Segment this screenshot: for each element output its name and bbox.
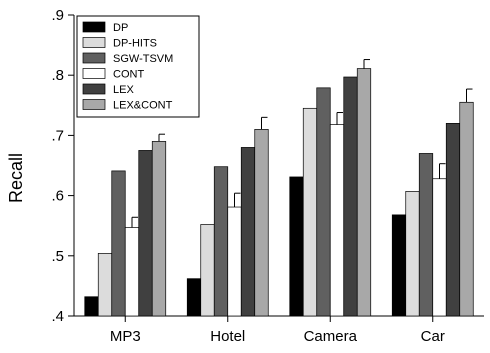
bar-cont-mp3	[124, 227, 140, 317]
y-tick-label: .4	[51, 308, 64, 325]
y-tick-label: .6	[51, 188, 64, 205]
bar-dp-camera	[289, 176, 304, 317]
bar-lex-cont-hotel	[254, 129, 269, 317]
bar-cont-hotel	[227, 206, 242, 317]
legend-swatch	[82, 99, 106, 110]
y-tick-label: .7	[51, 127, 64, 144]
bar-dp-hits-car	[405, 191, 420, 317]
y-axis-title: Recall	[6, 153, 26, 203]
bar-dp-car	[391, 214, 407, 317]
legend-label: LEX	[113, 84, 134, 96]
plot-area: .4 .5 .6 .7 .8 .9 MP3 Hotel Camera Car	[51, 7, 484, 345]
legend-swatch	[82, 37, 106, 48]
bar-dp-hits-mp3	[97, 253, 113, 317]
y-tick-label: .5	[51, 248, 64, 265]
legend-label: DP-HITS	[113, 38, 157, 50]
legend-label: CONT	[113, 69, 144, 81]
bar-lex-cont-mp3	[151, 141, 167, 317]
legend-label: DP	[113, 22, 128, 34]
bar-lex-mp3	[138, 150, 153, 317]
bar-dp-hotel	[186, 278, 202, 317]
legend-swatch	[82, 83, 106, 95]
bar-sgw-tsvm-hotel	[213, 166, 229, 317]
x-tick-label: Hotel	[210, 328, 245, 345]
legend-swatch	[82, 52, 106, 64]
bar-dp-hits-camera	[302, 107, 318, 317]
x-tick-label: Car	[421, 328, 445, 345]
y-tick-label: .8	[51, 67, 64, 84]
bar-lex-hotel	[240, 147, 256, 317]
bar-sgw-tsvm-car	[418, 153, 434, 317]
legend-label: SGW-TSVM	[113, 53, 173, 65]
x-tick-label: Camera	[304, 328, 358, 345]
x-tick-label: MP3	[110, 328, 141, 345]
bar-dp-mp3	[84, 296, 99, 317]
legend-label: LEX&CONT	[113, 100, 173, 112]
bar-lex-cont-car	[459, 101, 474, 317]
bar-cont-car	[432, 178, 447, 317]
bar-sgw-tsvm-mp3	[111, 170, 126, 317]
bar-dp-hits-hotel	[200, 224, 215, 317]
bar-sgw-tsvm-camera	[316, 87, 331, 317]
legend: DP DP-HITS SGW-TSVM CONT LEX LEX&CONT	[76, 15, 200, 118]
y-tick-label: .9	[51, 7, 64, 24]
bar-lex-cont-camera	[356, 68, 372, 317]
legend-swatch	[82, 21, 106, 33]
bar-lex-camera	[343, 76, 358, 317]
bar-lex-car	[445, 123, 461, 317]
legend-swatch	[82, 68, 106, 79]
bar-cont-camera	[329, 124, 345, 317]
